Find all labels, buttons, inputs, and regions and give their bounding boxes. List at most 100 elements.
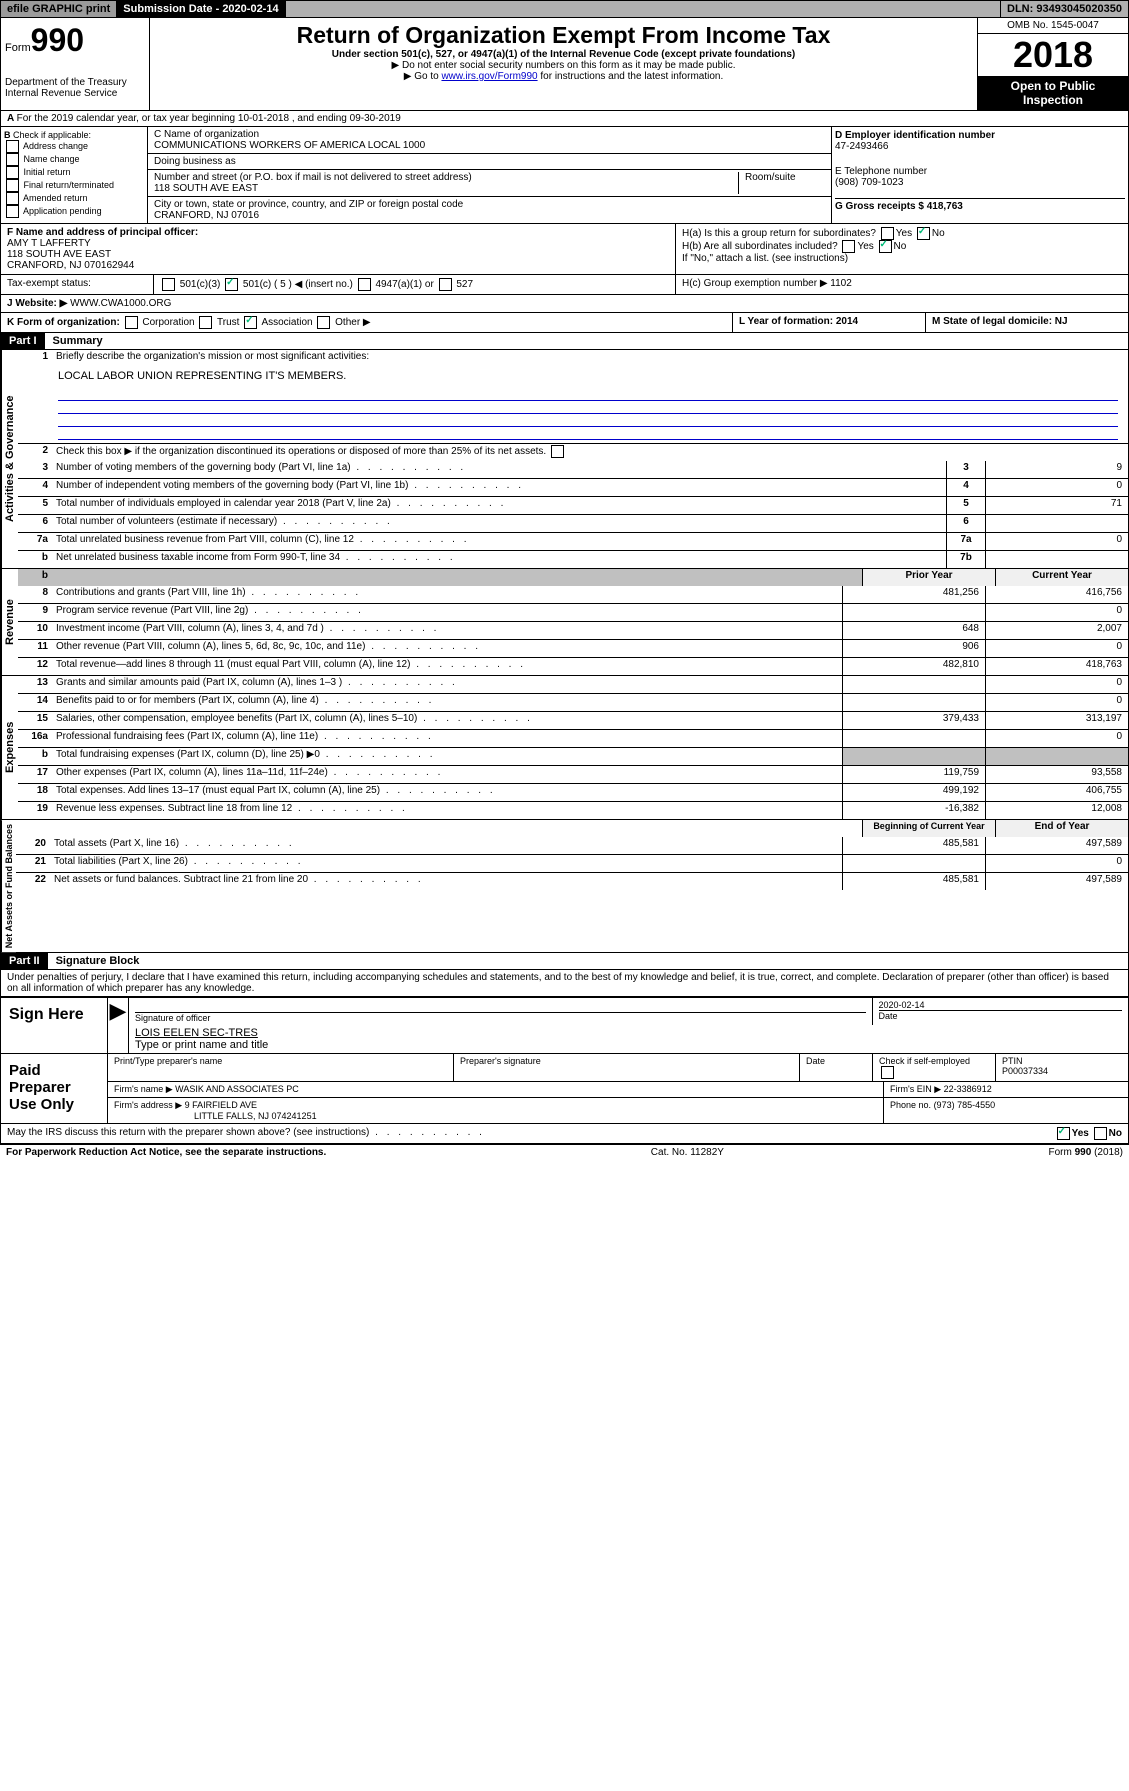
line14-current: 0 xyxy=(985,694,1128,711)
line10-desc: Investment income (Part VIII, column (A)… xyxy=(52,622,842,639)
l-year: L Year of formation: 2014 xyxy=(732,313,925,332)
chk-address-change[interactable] xyxy=(6,140,19,153)
chk-line2[interactable] xyxy=(551,445,564,458)
line12-current: 418,763 xyxy=(985,658,1128,675)
chk-corp[interactable] xyxy=(125,316,138,329)
c-room-label: Room/suite xyxy=(738,172,825,194)
dept-irs: Internal Revenue Service xyxy=(5,88,145,99)
line9-current: 0 xyxy=(985,604,1128,621)
line18-current: 406,755 xyxy=(985,784,1128,801)
chk-other[interactable] xyxy=(317,316,330,329)
chk-hb-no[interactable] xyxy=(879,240,892,253)
line17-prior: 119,759 xyxy=(842,766,985,783)
f-label: F Name and address of principal officer: xyxy=(7,227,198,238)
line6-val xyxy=(985,515,1128,532)
line22-prior: 485,581 xyxy=(842,873,985,890)
col-beg-year: Beginning of Current Year xyxy=(862,820,995,837)
line7a-val: 0 xyxy=(985,533,1128,550)
chk-final-return[interactable] xyxy=(6,179,19,192)
line16a-current: 0 xyxy=(985,730,1128,747)
form-word: Form xyxy=(5,42,31,54)
line3-val: 9 xyxy=(985,461,1128,478)
chk-self-employed[interactable] xyxy=(881,1066,894,1079)
line22-current: 497,589 xyxy=(985,873,1128,890)
line18-desc: Total expenses. Add lines 13–17 (must eq… xyxy=(52,784,842,801)
chk-4947[interactable] xyxy=(358,278,371,291)
dln-label: DLN: 93493045020350 xyxy=(1001,1,1128,17)
irs-link[interactable]: www.irs.gov/Form990 xyxy=(441,71,537,82)
row-fh: F Name and address of principal officer:… xyxy=(0,224,1129,275)
ptin-value: P00037334 xyxy=(1002,1066,1122,1076)
chk-discuss-yes[interactable] xyxy=(1057,1127,1070,1140)
line4-num: 4 xyxy=(946,479,985,496)
c-city-label: City or town, state or province, country… xyxy=(154,199,463,210)
part2-title: Signature Block xyxy=(48,953,148,969)
vert-revenue: Revenue xyxy=(1,569,18,675)
line9-prior xyxy=(842,604,985,621)
line21-current: 0 xyxy=(985,855,1128,872)
prep-name-label: Print/Type preparer's name xyxy=(108,1054,454,1081)
firm-addr1: 9 FAIRFIELD AVE xyxy=(185,1100,257,1110)
line20-current: 497,589 xyxy=(985,837,1128,854)
discuss-text: May the IRS discuss this return with the… xyxy=(7,1127,1055,1140)
chk-initial-return[interactable] xyxy=(6,166,19,179)
c-dba-label: Doing business as xyxy=(154,156,236,167)
part1-header: Part I xyxy=(1,333,45,349)
line12-desc: Total revenue—add lines 8 through 11 (mu… xyxy=(52,658,842,675)
discuss-row: May the IRS discuss this return with the… xyxy=(0,1124,1129,1144)
h-b-note: If "No," attach a list. (see instruction… xyxy=(682,253,1122,264)
c-name-label: C Name of organization xyxy=(154,129,825,140)
form-header: Form990 Department of the Treasury Inter… xyxy=(0,18,1129,111)
submission-date-button[interactable]: Submission Date - 2020-02-14 xyxy=(117,1,285,17)
line20-prior: 485,581 xyxy=(842,837,985,854)
sig-date-label: Date xyxy=(879,1010,1123,1021)
firm-addr2: LITTLE FALLS, NJ 074241251 xyxy=(114,1111,877,1121)
h-a: H(a) Is this a group return for subordin… xyxy=(682,227,1122,240)
chk-ha-no[interactable] xyxy=(917,227,930,240)
line15-current: 313,197 xyxy=(985,712,1128,729)
paid-preparer-label: Paid Preparer Use Only xyxy=(1,1054,108,1123)
c-addr: 118 SOUTH AVE EAST xyxy=(154,183,738,194)
chk-app-pending[interactable] xyxy=(6,205,19,218)
part1-body: Activities & Governance 1Briefly describ… xyxy=(0,350,1129,569)
e-phone-label: E Telephone number xyxy=(835,166,1125,177)
line8-prior: 481,256 xyxy=(842,586,985,603)
chk-527[interactable] xyxy=(439,278,452,291)
lineb-num: 7b xyxy=(946,551,985,568)
c-addr-label: Number and street (or P.O. box if mail i… xyxy=(154,172,738,183)
i-label: Tax-exempt status: xyxy=(1,275,154,294)
chk-amended[interactable] xyxy=(6,192,19,205)
section-bcdefg: B Check if applicable: Address change Na… xyxy=(0,127,1129,224)
chk-discuss-no[interactable] xyxy=(1094,1127,1107,1140)
line14-desc: Benefits paid to or for members (Part IX… xyxy=(52,694,842,711)
chk-hb-yes[interactable] xyxy=(842,240,855,253)
line10-current: 2,007 xyxy=(985,622,1128,639)
col-current-year: Current Year xyxy=(995,569,1128,586)
lineb-desc: Total fundraising expenses (Part IX, col… xyxy=(52,748,842,765)
prep-sig-label: Preparer's signature xyxy=(454,1054,800,1081)
d-ein-label: D Employer identification number xyxy=(835,130,995,141)
sign-arrow-icon: ▶ xyxy=(108,998,129,1053)
line19-desc: Revenue less expenses. Subtract line 18 … xyxy=(52,802,842,819)
line15-prior: 379,433 xyxy=(842,712,985,729)
line6-desc: Total number of volunteers (estimate if … xyxy=(52,515,946,532)
chk-name-change[interactable] xyxy=(6,153,19,166)
firm-phone: (973) 785-4550 xyxy=(934,1100,996,1110)
subtitle-2: ▶ Do not enter social security numbers o… xyxy=(154,60,973,71)
spacer xyxy=(286,1,1001,17)
f-addr1: 118 SOUTH AVE EAST xyxy=(7,249,669,260)
line14-prior xyxy=(842,694,985,711)
chk-assoc[interactable] xyxy=(244,316,257,329)
line10-prior: 648 xyxy=(842,622,985,639)
chk-501c3[interactable] xyxy=(162,278,175,291)
efile-button[interactable]: efile GRAPHIC print xyxy=(1,1,117,17)
line7a-num: 7a xyxy=(946,533,985,550)
lineb-val xyxy=(985,551,1128,568)
subtitle-3: ▶ Go to www.irs.gov/Form990 for instruct… xyxy=(154,71,973,82)
vert-governance: Activities & Governance xyxy=(1,350,18,568)
signer-title-label: Type or print name and title xyxy=(135,1039,1122,1051)
chk-501c[interactable] xyxy=(225,278,238,291)
line19-current: 12,008 xyxy=(985,802,1128,819)
row-j: J Website: ▶ WWW.CWA1000.ORG xyxy=(0,295,1129,313)
chk-trust[interactable] xyxy=(199,316,212,329)
